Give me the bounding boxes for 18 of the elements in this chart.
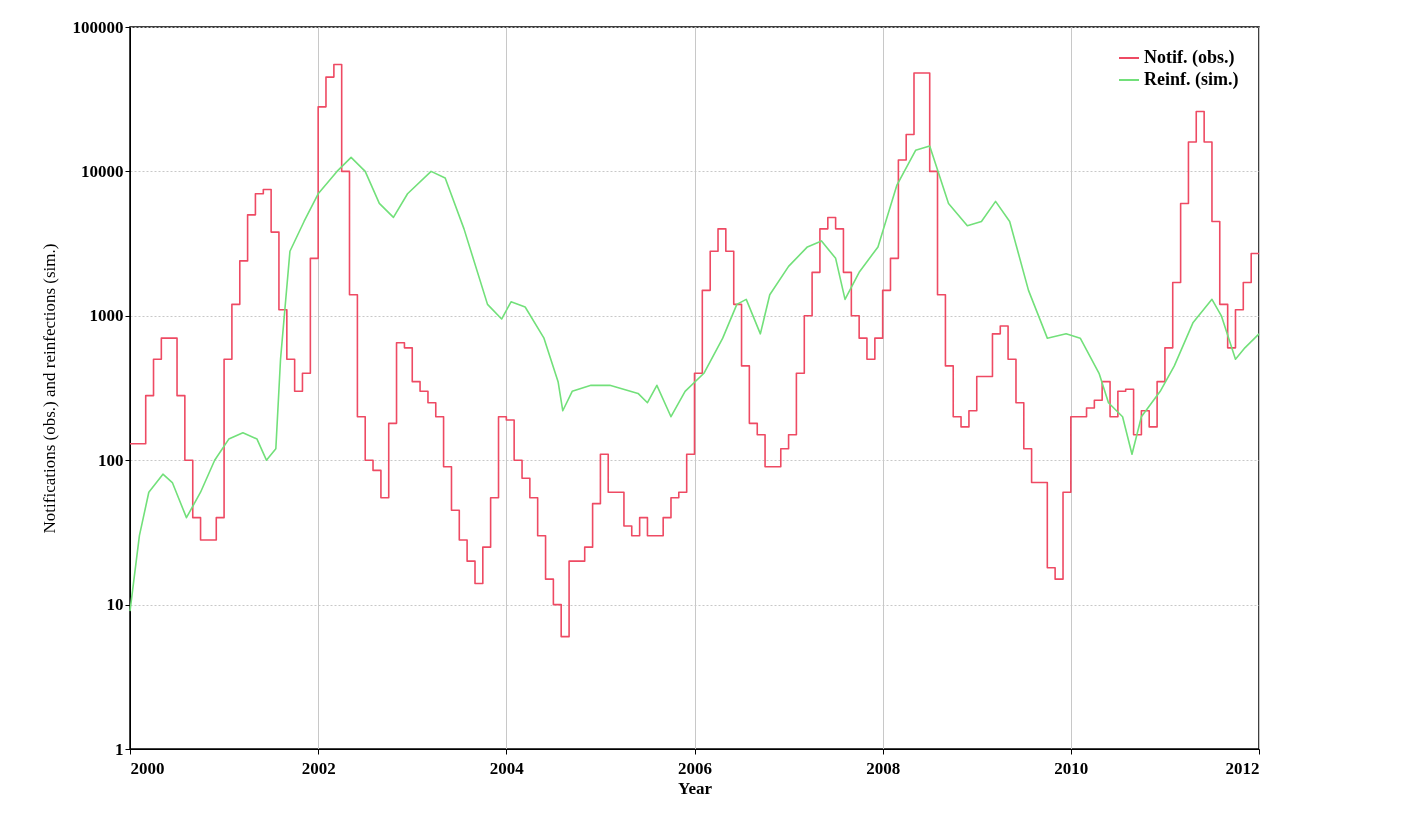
legend-label: Reinf. (sim.) — [1144, 69, 1239, 90]
x-tick-label: 2008 — [866, 758, 901, 778]
legend-label: Notif. (obs.) — [1144, 47, 1235, 68]
x-tick-label: 2002 — [301, 758, 336, 778]
y-tick-label: 100000 — [72, 17, 124, 37]
x-axis-title: Year — [678, 778, 713, 798]
y-tick-label: 10 — [106, 595, 124, 615]
y-tick-label: 1 — [115, 739, 124, 759]
y-tick-label: 1000 — [89, 306, 124, 326]
x-tick-label: 2010 — [1054, 758, 1089, 778]
y-tick-label: 100 — [98, 450, 124, 470]
y-tick-label: 10000 — [81, 161, 124, 181]
y-axis-title: Notifications (obs.) and reinfections (sim.) — [39, 243, 59, 534]
x-tick-label: 2000 — [130, 758, 165, 778]
x-tick-label: 2006 — [678, 758, 712, 778]
x-tick-label: 2004 — [489, 758, 525, 778]
line-series — [129, 145, 1260, 613]
x-tick-label: 2012 — [1225, 758, 1260, 778]
